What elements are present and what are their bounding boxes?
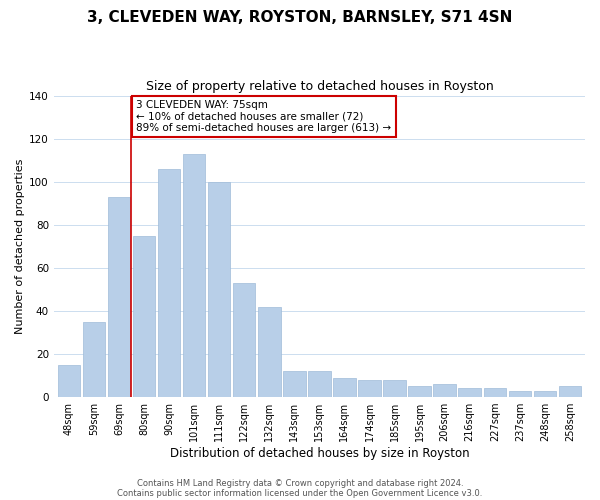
Bar — [208, 182, 230, 397]
Bar — [358, 380, 381, 397]
Bar — [433, 384, 456, 397]
Text: Contains public sector information licensed under the Open Government Licence v3: Contains public sector information licen… — [118, 488, 482, 498]
Bar — [383, 380, 406, 397]
X-axis label: Distribution of detached houses by size in Royston: Distribution of detached houses by size … — [170, 447, 469, 460]
Bar — [484, 388, 506, 397]
Bar — [283, 371, 305, 397]
Bar — [409, 386, 431, 397]
Title: Size of property relative to detached houses in Royston: Size of property relative to detached ho… — [146, 80, 493, 93]
Bar — [107, 197, 130, 397]
Bar — [559, 386, 581, 397]
Bar — [158, 169, 181, 397]
Text: 3, CLEVEDEN WAY, ROYSTON, BARNSLEY, S71 4SN: 3, CLEVEDEN WAY, ROYSTON, BARNSLEY, S71 … — [88, 10, 512, 25]
Bar — [233, 283, 256, 397]
Y-axis label: Number of detached properties: Number of detached properties — [15, 158, 25, 334]
Bar — [58, 365, 80, 397]
Bar — [258, 306, 281, 397]
Bar — [509, 390, 531, 397]
Text: 3 CLEVEDEN WAY: 75sqm
← 10% of detached houses are smaller (72)
89% of semi-deta: 3 CLEVEDEN WAY: 75sqm ← 10% of detached … — [136, 100, 392, 133]
Bar — [83, 322, 105, 397]
Bar — [133, 236, 155, 397]
Bar — [333, 378, 356, 397]
Bar — [533, 390, 556, 397]
Bar — [458, 388, 481, 397]
Text: Contains HM Land Registry data © Crown copyright and database right 2024.: Contains HM Land Registry data © Crown c… — [137, 478, 463, 488]
Bar — [308, 371, 331, 397]
Bar — [183, 154, 205, 397]
